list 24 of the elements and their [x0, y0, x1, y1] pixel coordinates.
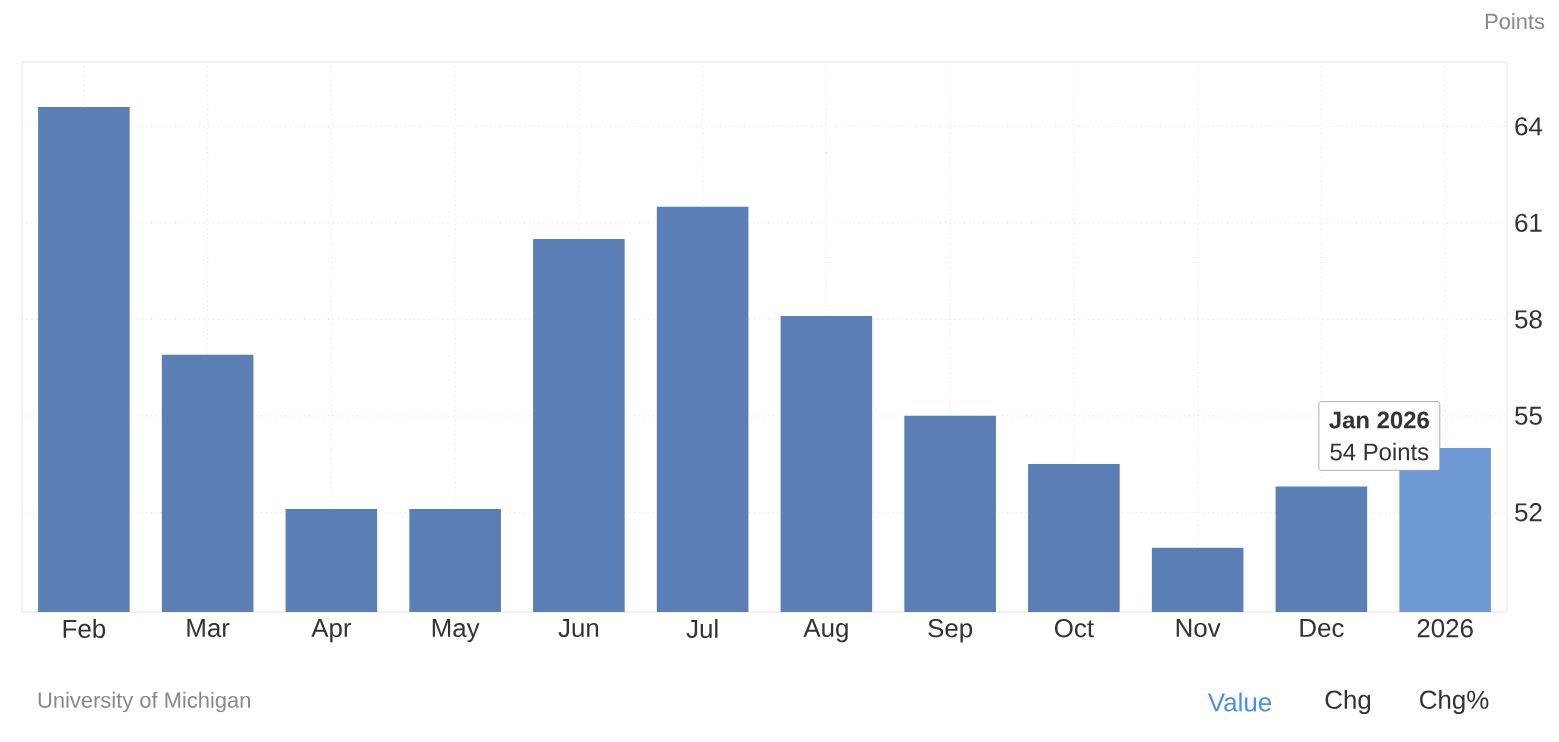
x-tick-label: Oct — [1054, 619, 1094, 638]
x-tick-label: Aug — [803, 619, 848, 643]
text: Chg — [1325, 689, 1371, 715]
x-tick-label: 2026 — [1417, 619, 1473, 638]
y-axis-title: Points — [1485, 13, 1545, 30]
x-tick-label: Apr — [311, 619, 352, 643]
y-tick-label: 58 — [1515, 310, 1542, 329]
annotation: 54 Points — [1330, 442, 1429, 461]
x-tick-label: Mar — [187, 619, 230, 638]
x-tick-label: May — [432, 619, 480, 643]
x-tick-label: Feb — [63, 619, 106, 639]
x-tick-label: Dec — [1300, 619, 1344, 638]
text: Chg% — [1420, 689, 1489, 715]
y-tick-label: 55 — [1515, 406, 1542, 425]
x-tick-label: Nov — [1176, 619, 1221, 638]
text: Value — [1207, 692, 1272, 712]
y-tick-label: 64 — [1515, 117, 1543, 136]
y-tick-label: 61 — [1515, 213, 1542, 232]
y-tick-label: 52 — [1515, 503, 1542, 522]
text: University of Michigan — [38, 691, 250, 713]
x-tick-label: Sep — [928, 619, 973, 643]
x-tick-label: Jun — [558, 619, 599, 638]
x-tick-label: Jul — [686, 619, 718, 639]
annotation: Jan 2026 — [1329, 411, 1429, 429]
